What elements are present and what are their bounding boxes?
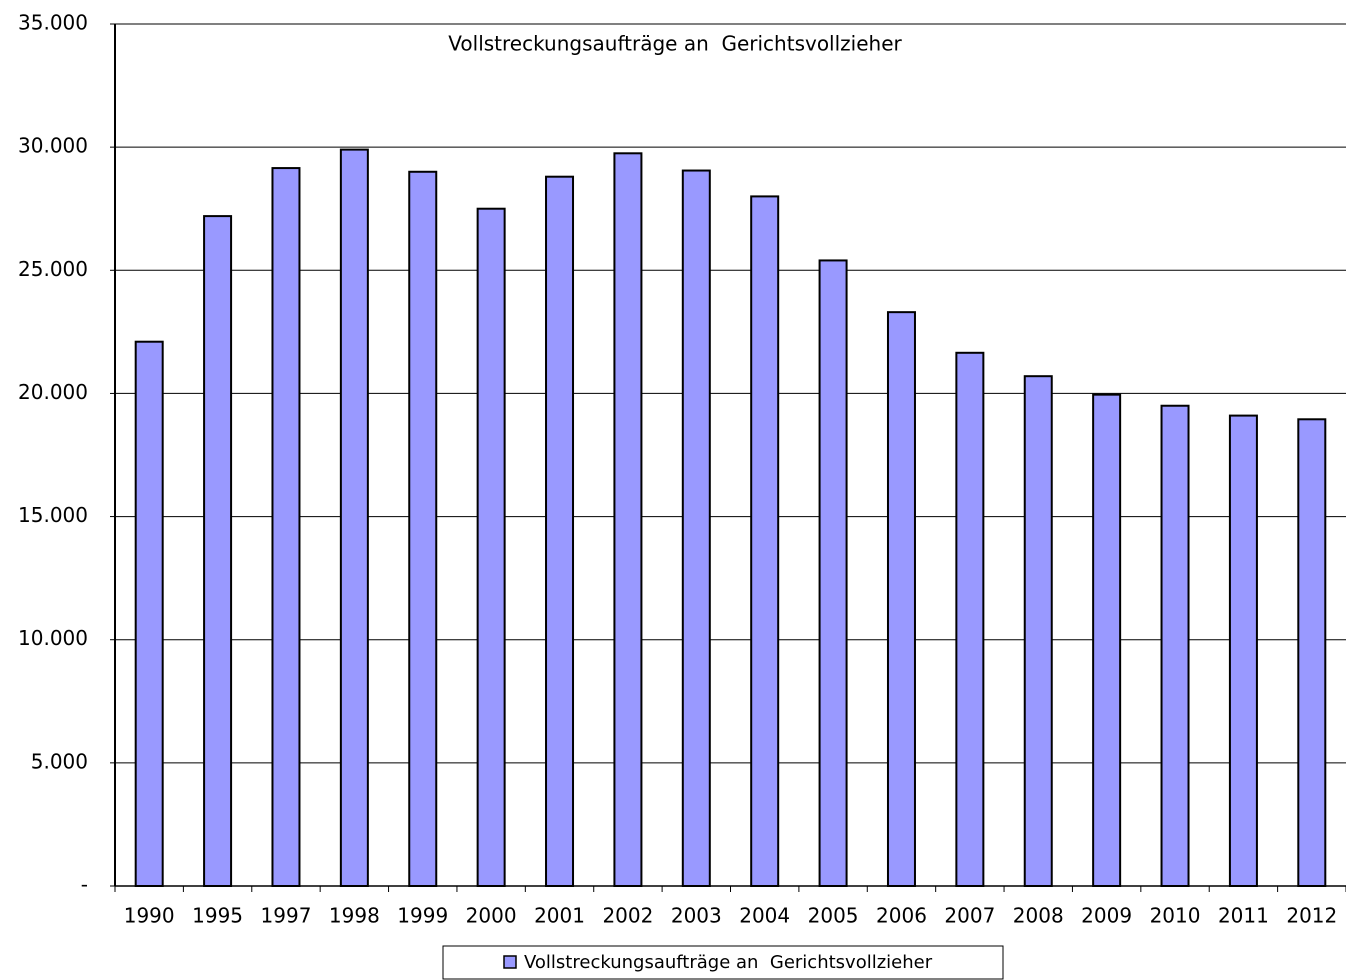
bar: [1160, 404, 1190, 887]
bar: [476, 207, 506, 887]
x-tick-label: 2008: [1013, 904, 1064, 928]
y-tick-label: 30.000: [18, 134, 88, 158]
y-tick-label: 10.000: [18, 626, 88, 650]
bar: [1228, 414, 1258, 887]
x-tick-label: 2006: [876, 904, 927, 928]
bar: [339, 148, 369, 887]
x-tick-label: 1999: [397, 904, 448, 928]
y-tick-label: 15.000: [18, 503, 88, 527]
x-tick-label: 2003: [671, 904, 722, 928]
y-tick-label: 5.000: [31, 749, 88, 773]
y-tick-label: 20.000: [18, 380, 88, 404]
x-tick-label: 2005: [808, 904, 859, 928]
x-tick-label: 1990: [124, 904, 175, 928]
bar: [818, 259, 848, 888]
y-tick-label: -: [81, 873, 88, 897]
bar: [886, 311, 916, 887]
legend-box: [442, 945, 1004, 980]
legend-swatch: [503, 955, 517, 969]
x-tick-label: 1995: [192, 904, 243, 928]
bar: [134, 340, 164, 887]
bar: [1092, 393, 1122, 887]
bar: [271, 167, 301, 887]
x-tick-label: 2001: [534, 904, 585, 928]
legend-label: Vollstreckungsaufträge an Gerichtsvollzi…: [524, 952, 933, 973]
bar: [408, 170, 438, 887]
x-tick-label: 2007: [944, 904, 995, 928]
chart-title: Vollstreckungsaufträge an Gerichtsvollzi…: [448, 32, 902, 56]
x-tick-label: 2012: [1286, 904, 1337, 928]
x-tick-label: 1998: [329, 904, 380, 928]
y-tick-label: 35.000: [18, 11, 88, 35]
bar: [545, 175, 575, 887]
x-tick-label: 2004: [739, 904, 790, 928]
x-tick-label: 1997: [261, 904, 312, 928]
x-tick-label: 2010: [1150, 904, 1201, 928]
bar: [681, 169, 711, 888]
y-tick-label: 25.000: [18, 257, 88, 281]
x-tick-label: 2011: [1218, 904, 1269, 928]
bar: [1023, 375, 1053, 887]
bar: [955, 351, 985, 887]
x-tick-label: 2000: [466, 904, 517, 928]
bar: [750, 195, 780, 887]
bar: [1297, 418, 1327, 887]
bar: [203, 215, 233, 888]
x-tick-label: 2002: [602, 904, 653, 928]
bar: [613, 152, 643, 888]
x-tick-label: 2009: [1081, 904, 1132, 928]
